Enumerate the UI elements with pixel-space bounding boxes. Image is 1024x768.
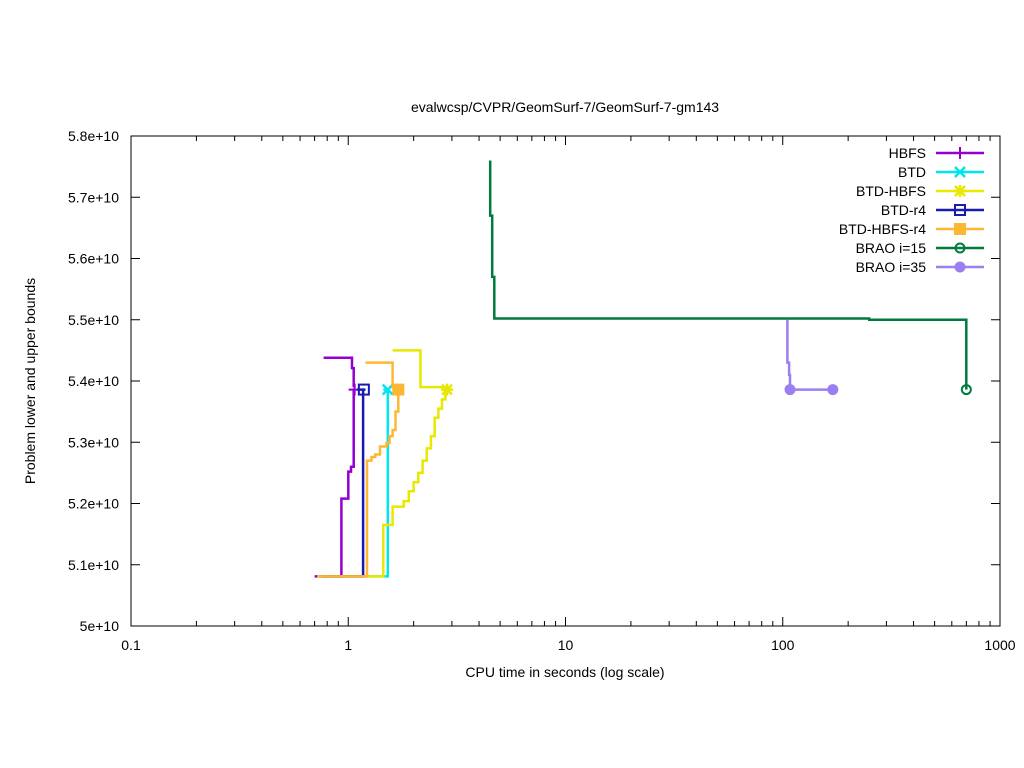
series-brao-i-35-point [784, 384, 796, 396]
x-tick-label: 100 [771, 637, 795, 653]
legend-label-btd-hbfs-r4: BTD-HBFS-r4 [839, 221, 926, 237]
series-btd [321, 383, 394, 578]
series-brao-i-35-point [827, 384, 839, 396]
series-btd-point [381, 383, 394, 396]
series-brao-i-15 [488, 160, 972, 396]
y-tick-label: 5.7e+10 [68, 189, 119, 205]
legend-label-hbfs: HBFS [889, 145, 926, 161]
series-btd-hbfs [317, 349, 454, 578]
y-tick-label: 5e+10 [80, 618, 120, 634]
series-brao-i-35 [784, 319, 839, 396]
series-btd-r4-point [357, 383, 370, 396]
legend-marker-brao-i-15 [954, 242, 966, 254]
x-tick-label: 0.1 [121, 637, 141, 653]
legend-label-btd: BTD [898, 164, 926, 180]
series-hbfs-lower-line [314, 388, 355, 578]
legend-label-btd-hbfs: BTD-HBFS [856, 183, 926, 199]
series-hbfs [314, 356, 361, 578]
series-layer [314, 160, 972, 578]
y-tick-label: 5.1e+10 [68, 557, 119, 573]
legend: HBFS BTD BTD-HBFS BTD-r4 BTD-HBFS-r4 BRAO i=1… [839, 145, 984, 275]
legend-marker-btd-r4 [954, 204, 966, 216]
legend-marker-btd-hbfs-r4 [954, 223, 966, 235]
x-tick-label: 1000 [984, 637, 1015, 653]
series-btd-hbfs-r4-point [392, 383, 405, 396]
x-axis-label: CPU time in seconds (log scale) [465, 664, 664, 680]
series-brao-i-15-point [960, 384, 972, 396]
series-brao-i-35-upper-line [786, 319, 833, 391]
legend-label-brao-i-35: BRAO i=35 [856, 259, 927, 275]
y-tick-label: 5.6e+10 [68, 251, 119, 267]
y-axis-label: Problem lower and upper bounds [22, 278, 38, 484]
plot-frame [130, 135, 1001, 627]
y-tick-label: 5.8e+10 [68, 128, 119, 144]
y-tick-label: 5.5e+10 [68, 312, 119, 328]
y-tick-label: 5.2e+10 [68, 496, 119, 512]
legend-label-btd-r4: BTD-r4 [881, 202, 926, 218]
legend-marker-btd-hbfs [954, 185, 966, 197]
series-btd-hbfs-r4-upper-line [365, 361, 400, 389]
legend-marker-brao-i-35 [954, 261, 966, 273]
legend-label-brao-i-15: BRAO i=15 [856, 240, 927, 256]
x-axis: 0.1 1 10 100 1000 [121, 136, 1016, 653]
x-tick-label: 10 [558, 637, 574, 653]
series-brao-i-15-upper-line [488, 160, 968, 390]
chart-title: evalwcsp/CVPR/GeomSurf-7/GeomSurf-7-gm14… [411, 99, 719, 115]
series-btd-hbfs-point [441, 383, 454, 396]
series-btd-hbfs-upper-line [392, 349, 448, 389]
legend-marker-hbfs [954, 147, 966, 159]
series-btd-r4 [321, 383, 370, 578]
series-btd-hbfs-lower-line [317, 389, 447, 578]
series-btd-hbfs-r4-lower-line [318, 389, 400, 578]
y-tick-label: 5.3e+10 [68, 434, 119, 450]
x-tick-label: 1 [344, 637, 352, 653]
y-axis: 5e+10 5.1e+10 5.2e+10 5.3e+10 5.4e+10 5.5e+10… [68, 128, 1000, 634]
series-hbfs-upper-line [323, 356, 355, 388]
series-btd-hbfs-r4 [318, 361, 405, 578]
y-tick-label: 5.4e+10 [68, 373, 119, 389]
legend-marker-btd [954, 166, 966, 178]
